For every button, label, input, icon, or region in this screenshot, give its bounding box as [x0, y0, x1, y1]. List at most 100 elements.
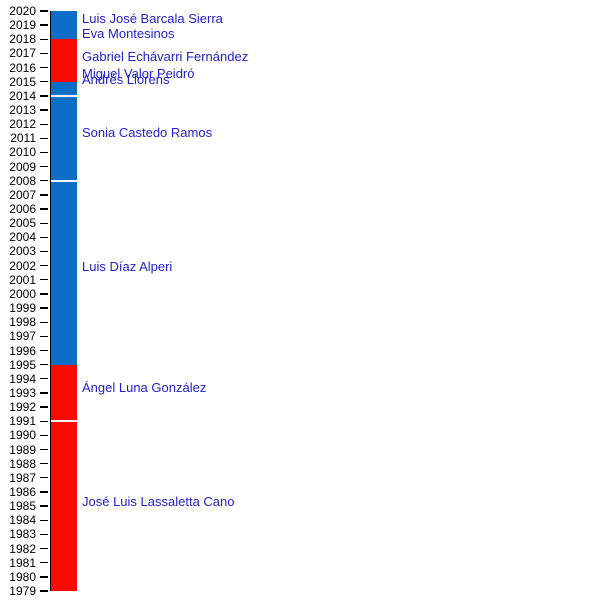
year-axis-label: 2018	[9, 32, 36, 47]
bar-segment	[51, 39, 77, 82]
year-tick-mark	[40, 137, 48, 139]
year-tick-mark	[40, 123, 48, 125]
year-tick-mark	[40, 406, 48, 408]
year-axis-label: 2014	[9, 88, 36, 103]
year-tick-mark	[40, 208, 48, 210]
year-tick-mark	[40, 66, 48, 69]
mayor-name-label: Ángel Luna González	[82, 379, 207, 395]
year-axis-label: 2004	[9, 230, 36, 245]
year-axis-label: 1985	[9, 499, 36, 514]
year-axis-label: 1990	[9, 428, 36, 443]
year-axis-label: 2001	[9, 272, 36, 287]
mayor-name-label: Luis José Barcala Sierra	[82, 11, 223, 27]
year-axis-label: 1979	[9, 584, 36, 598]
year-tick-mark	[40, 264, 48, 267]
year-tick-mark	[40, 38, 48, 40]
year-tick-mark	[40, 321, 48, 323]
year-tick-mark	[40, 24, 48, 26]
year-tick-mark	[40, 250, 48, 253]
year-axis-label: 1992	[9, 400, 36, 415]
year-axis-label: 1984	[9, 513, 36, 528]
year-tick-mark	[40, 81, 48, 83]
segment-divider	[51, 420, 77, 422]
year-tick-mark	[40, 392, 48, 394]
year-axis-label: 1989	[9, 442, 36, 457]
year-axis-label: 2020	[9, 4, 36, 18]
segment-divider	[51, 95, 77, 97]
mayor-name-label: José Luis Lassaletta Cano	[82, 493, 235, 509]
year-tick-mark	[40, 364, 48, 366]
year-tick-mark	[40, 10, 48, 12]
year-axis-label: 1981	[9, 555, 36, 570]
year-tick-mark	[40, 533, 48, 536]
year-tick-mark	[40, 180, 48, 182]
year-tick-mark	[40, 576, 48, 578]
year-axis-label: 1986	[9, 484, 36, 499]
year-axis-label: 1988	[9, 456, 36, 471]
year-axis-label: 2013	[9, 103, 36, 118]
year-tick-mark	[40, 52, 48, 55]
year-tick-mark	[40, 151, 48, 154]
year-axis-label: 1983	[9, 527, 36, 542]
year-tick-mark	[40, 590, 48, 592]
year-tick-mark	[40, 477, 48, 479]
year-axis-label: 2006	[9, 202, 36, 217]
year-tick-mark	[40, 547, 48, 550]
year-axis-label: 2003	[9, 244, 36, 259]
year-tick-mark	[40, 222, 48, 224]
year-axis-label: 2007	[9, 187, 36, 202]
year-tick-mark	[40, 335, 48, 337]
year-tick-mark	[40, 434, 48, 437]
year-axis-label: 2005	[9, 216, 36, 231]
year-axis-label: 2015	[9, 74, 36, 89]
year-axis-label: 1993	[9, 385, 36, 400]
bar-segment	[51, 364, 77, 422]
year-axis-label: 1980	[9, 569, 36, 584]
year-axis-label: 1987	[9, 470, 36, 485]
bar-segment	[51, 81, 77, 96]
year-axis-label: 2002	[9, 258, 36, 273]
year-axis-label: 1982	[9, 541, 36, 556]
year-axis-label: 1991	[9, 414, 36, 429]
year-axis-label: 2000	[9, 286, 36, 301]
year-tick-mark	[40, 420, 48, 422]
year-axis-label: 2012	[9, 117, 36, 132]
year-axis-label: 2011	[10, 131, 36, 146]
year-tick-mark	[40, 279, 48, 281]
year-axis-label: 1995	[9, 357, 36, 372]
bar-segment	[51, 421, 77, 591]
year-axis-label: 2016	[9, 60, 36, 75]
year-tick-mark	[40, 463, 48, 465]
year-tick-mark	[40, 293, 48, 295]
bar-segment	[51, 95, 77, 181]
year-axis-label: 1997	[9, 329, 36, 344]
year-tick-mark	[40, 519, 48, 521]
mayor-name-label: Sonia Castedo Ramos	[82, 125, 213, 141]
year-axis-line	[49, 11, 52, 591]
mayor-name-label: Gabriel Echávarri Fernández	[82, 48, 249, 64]
year-tick-mark	[40, 307, 48, 309]
mayor-name-label: Eva Montesinos	[82, 26, 175, 42]
bar-segment	[51, 11, 77, 40]
year-tick-mark	[40, 194, 48, 196]
year-tick-mark	[40, 349, 48, 352]
year-axis-label: 2008	[9, 173, 36, 188]
year-axis-label: 1996	[9, 343, 36, 358]
year-axis-label: 2017	[9, 46, 36, 61]
year-tick-mark	[40, 236, 48, 238]
year-tick-mark	[40, 448, 48, 451]
year-axis-label: 2009	[9, 159, 36, 174]
year-tick-mark	[40, 505, 48, 507]
year-tick-mark	[40, 95, 48, 97]
year-axis-label: 1994	[9, 371, 36, 386]
year-tick-mark	[40, 562, 48, 564]
mayor-name-label: Andrés Llorens	[82, 72, 170, 88]
year-tick-mark	[40, 378, 48, 380]
year-tick-mark	[40, 491, 48, 493]
bar-segment	[51, 180, 77, 365]
year-axis-label: 1998	[9, 315, 36, 330]
year-tick-mark	[40, 109, 48, 111]
segment-divider	[51, 180, 77, 182]
mayor-name-label: Miguel Valor Peidró	[82, 66, 195, 82]
